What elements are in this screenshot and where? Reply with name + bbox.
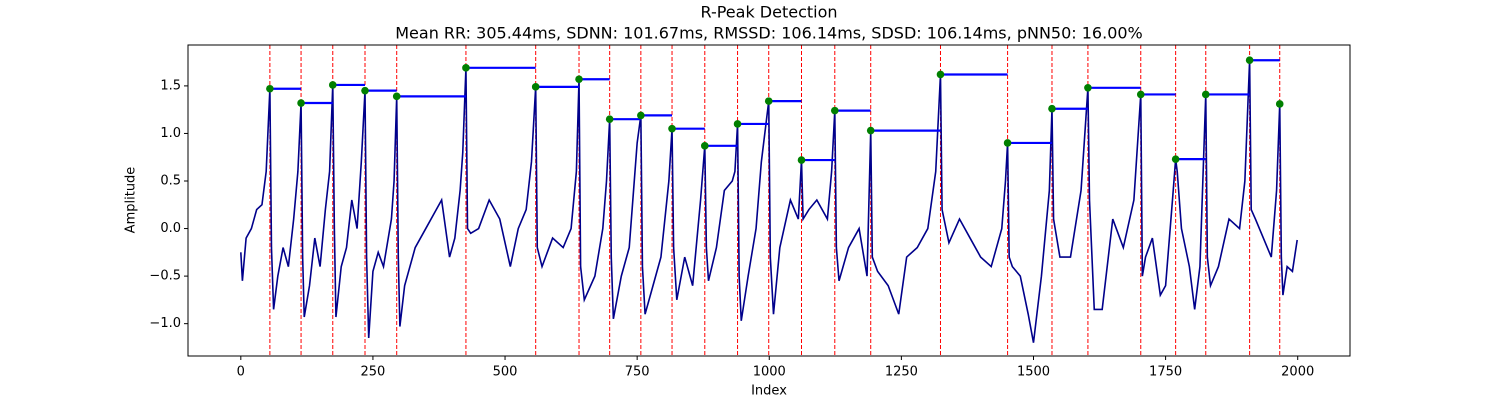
r-peak bbox=[637, 111, 645, 120]
chart-subtitle: Mean RR: 305.44ms, SDNN: 101.67ms, RMSSD… bbox=[395, 24, 1143, 43]
signal-line bbox=[240, 60, 1298, 343]
r-peak bbox=[392, 92, 401, 101]
x-tick-label: 1500 bbox=[1017, 365, 1050, 380]
r-peak bbox=[1048, 104, 1056, 113]
r-peak bbox=[531, 83, 540, 91]
r-peak bbox=[462, 64, 470, 72]
r-peak bbox=[866, 126, 875, 135]
x-tick-label: 250 bbox=[361, 365, 386, 380]
r-peak bbox=[1003, 139, 1012, 147]
r-peak bbox=[764, 97, 773, 105]
r-peak bbox=[361, 86, 369, 95]
r-peak bbox=[700, 142, 709, 150]
x-axis-label: Index bbox=[751, 384, 787, 399]
r-peak bbox=[1084, 83, 1092, 92]
r-peak bbox=[266, 84, 274, 93]
x-tick-label: 0 bbox=[237, 365, 245, 380]
plot-frame bbox=[187, 44, 1351, 357]
r-peak bbox=[297, 99, 305, 107]
r-peak bbox=[668, 124, 676, 133]
r-peak bbox=[936, 70, 945, 79]
y-tick-label: 0.5 bbox=[160, 174, 181, 189]
r-peak bbox=[1136, 90, 1145, 99]
y-tick-label: −1.0 bbox=[149, 316, 181, 331]
y-tick-label: 1.0 bbox=[160, 126, 181, 141]
y-tick-label: 0.0 bbox=[160, 221, 181, 236]
y-tick-label: 1.5 bbox=[160, 78, 181, 93]
r-peak bbox=[733, 120, 742, 128]
r-peak bbox=[1171, 155, 1180, 163]
x-tick-label: 500 bbox=[493, 365, 518, 380]
r-peak bbox=[1245, 56, 1254, 65]
r-peak bbox=[797, 156, 806, 164]
x-tick-label: 1250 bbox=[885, 365, 918, 380]
x-tick-label: 1000 bbox=[753, 365, 786, 380]
r-peak bbox=[1201, 90, 1210, 99]
x-tick-label: 2000 bbox=[1281, 365, 1314, 380]
r-peak bbox=[830, 106, 839, 115]
chart-title: R-Peak Detection bbox=[700, 3, 837, 22]
r-peak bbox=[328, 81, 337, 89]
x-tick-label: 750 bbox=[625, 365, 650, 380]
y-tick-label: −0.5 bbox=[149, 269, 181, 284]
x-tick-label: 1750 bbox=[1149, 365, 1182, 380]
r-peak bbox=[1275, 100, 1284, 108]
r-peak bbox=[605, 115, 614, 123]
r-peak bbox=[575, 75, 583, 84]
y-axis-label: Amplitude bbox=[124, 167, 139, 234]
